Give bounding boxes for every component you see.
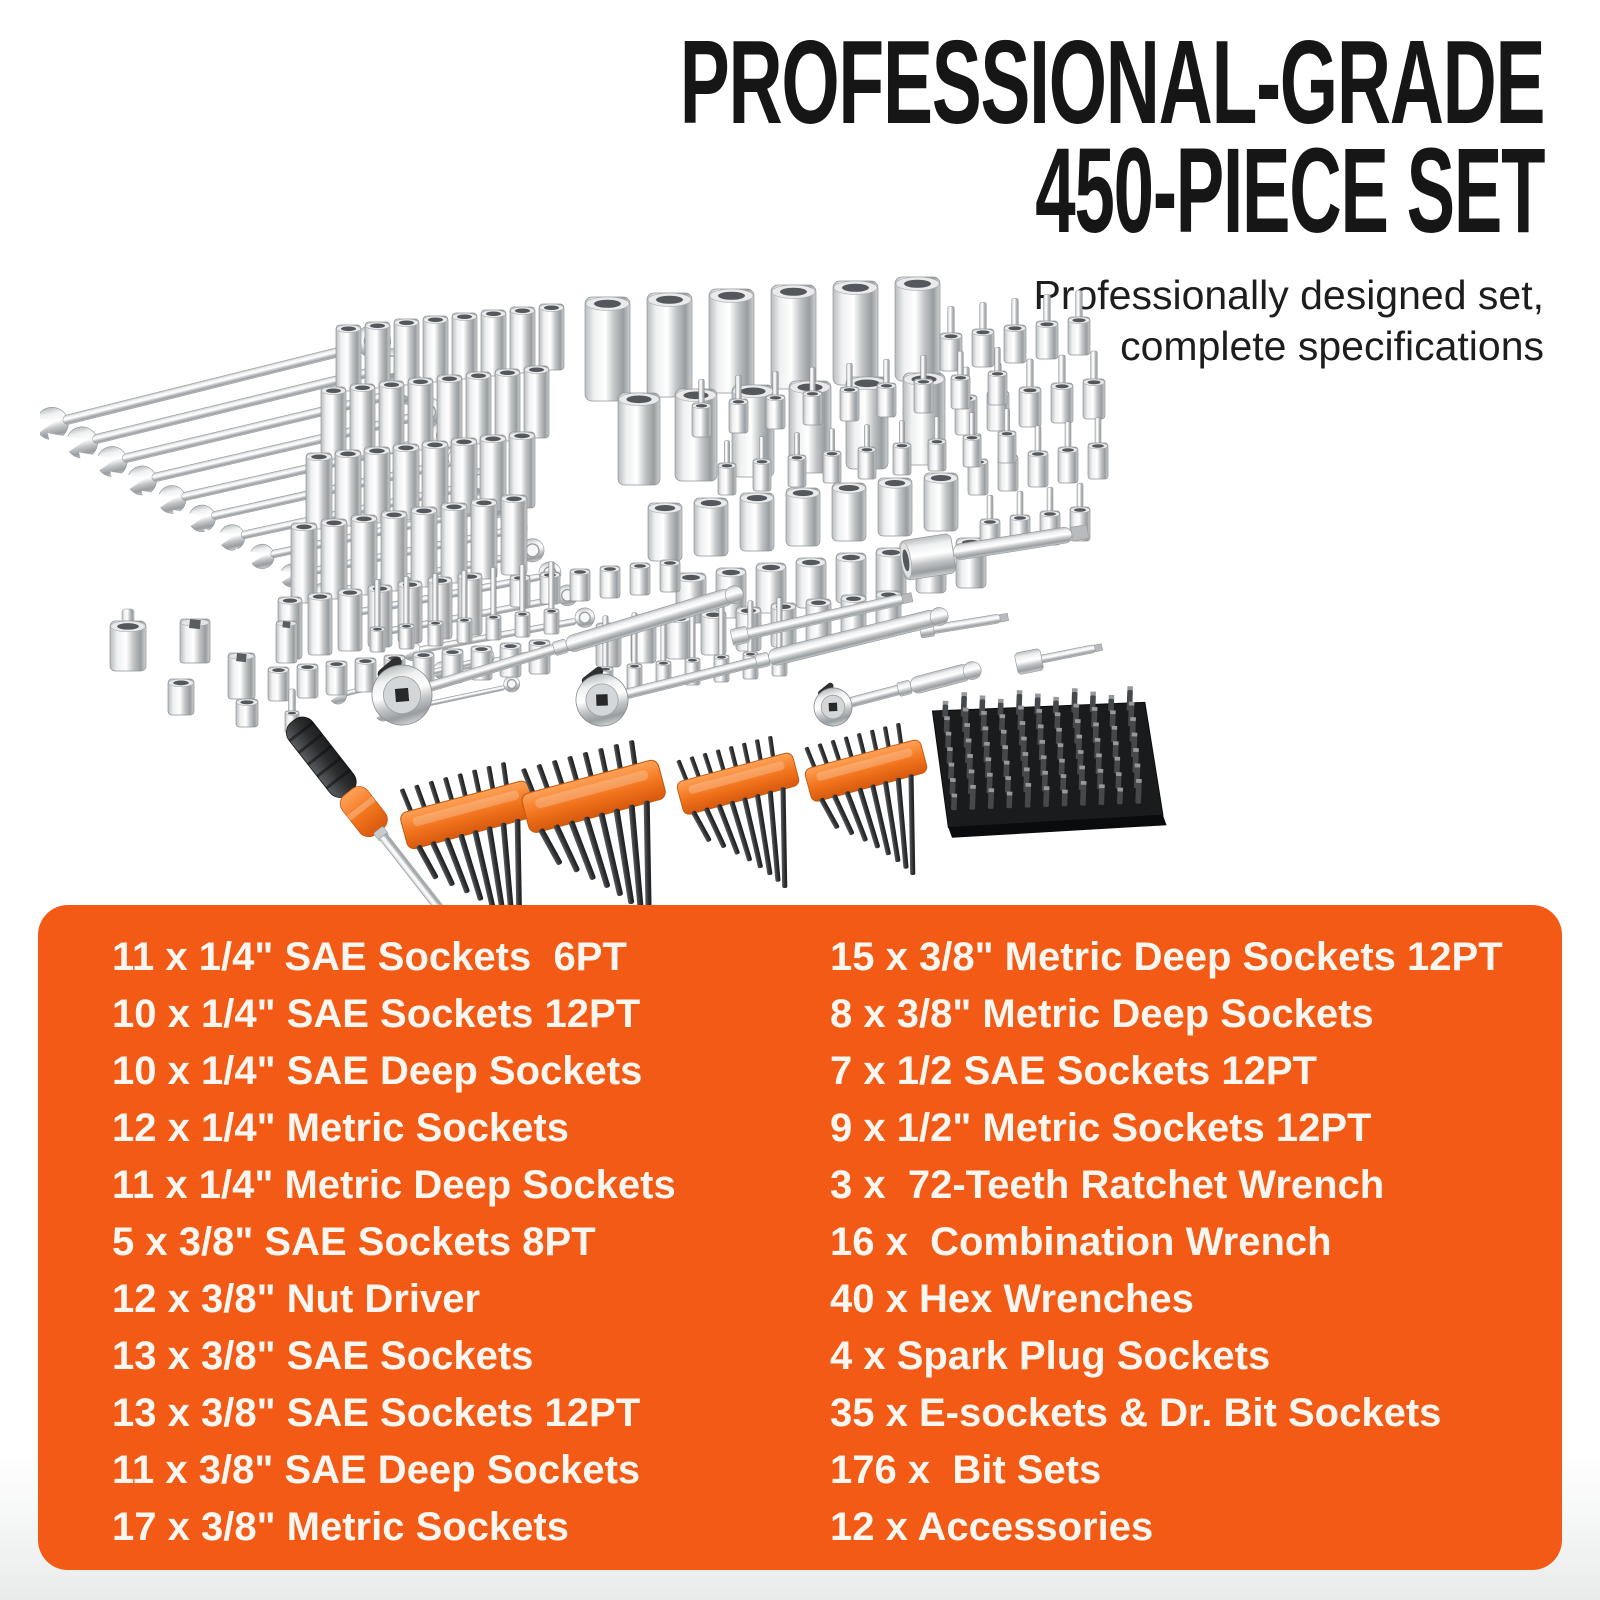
spec-item: 10 x 1/4" SAE Deep Sockets: [112, 1049, 643, 1093]
title-line-1: PROFESSIONAL-GRADE: [679, 16, 1545, 149]
spec-item: 12 x 3/8" Nut Driver: [112, 1277, 481, 1321]
spec-item: 13 x 3/8" SAE Sockets: [112, 1334, 534, 1378]
spec-item: 10 x 1/4" SAE Sockets 12PT: [112, 992, 641, 1036]
spec-item: 9 x 1/2" Metric Sockets 12PT: [830, 1106, 1372, 1150]
spec-item: 15 x 3/8" Metric Deep Sockets 12PT: [830, 935, 1503, 979]
specs-panel: 11 x 1/4" SAE Sockets 6PT 10 x 1/4" SAE …: [38, 905, 1562, 1570]
spec-item: 11 x 1/4" SAE Sockets 6PT: [112, 935, 627, 979]
spec-list-left: 11 x 1/4" SAE Sockets 6PT 10 x 1/4" SAE …: [112, 929, 676, 1556]
spec-item: 12 x Accessories: [830, 1505, 1154, 1549]
spec-list-right: 15 x 3/8" Metric Deep Sockets 12PT 8 x 3…: [830, 929, 1503, 1556]
spec-item: 13 x 3/8" SAE Sockets 12PT: [112, 1391, 641, 1435]
spec-item: 4 x Spark Plug Sockets: [830, 1334, 1271, 1378]
spec-item: 11 x 3/8" SAE Deep Sockets: [112, 1448, 641, 1492]
spec-item: 8 x 3/8" Metric Deep Sockets: [830, 992, 1374, 1036]
spec-item: 12 x 1/4" Metric Sockets: [112, 1106, 569, 1150]
subtitle-line-1: Professionally designed set,: [1033, 272, 1544, 318]
spec-item: 7 x 1/2 SAE Sockets 12PT: [830, 1049, 1317, 1093]
spec-item: 40 x Hex Wrenches: [830, 1277, 1194, 1321]
spec-item: 176 x Bit Sets: [830, 1448, 1102, 1492]
tool-set-photo: [40, 276, 1167, 910]
page-subtitle: Professionally designed set, complete sp…: [1033, 270, 1544, 372]
spec-item: 3 x 72-Teeth Ratchet Wrench: [830, 1163, 1385, 1207]
spec-item: 5 x 3/8" SAE Sockets 8PT: [112, 1220, 596, 1264]
subtitle-line-2: complete specifications: [1120, 323, 1544, 369]
title-line-2: 450-PIECE SET: [1035, 122, 1545, 258]
page-title: PROFESSIONAL-GRADE 450-PIECE SET: [172, 16, 1545, 258]
spec-item: 16 x Combination Wrench: [830, 1220, 1332, 1264]
spec-item: 17 x 3/8" Metric Sockets: [112, 1505, 569, 1549]
spec-item: 11 x 1/4" Metric Deep Sockets: [112, 1163, 676, 1207]
spec-item: 35 x E-sockets & Dr. Bit Sockets: [830, 1391, 1442, 1435]
